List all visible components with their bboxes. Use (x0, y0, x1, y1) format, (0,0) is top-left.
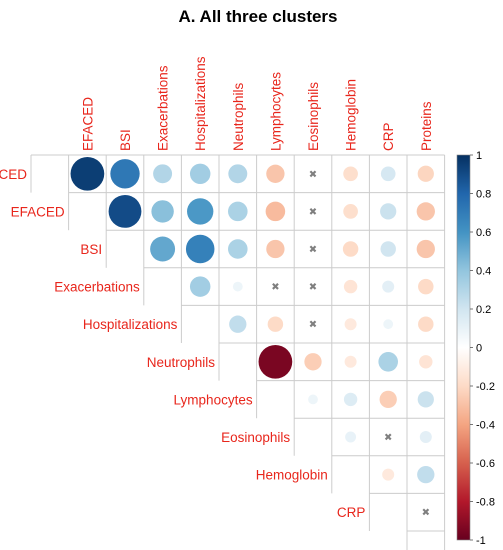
colorbar-tick-label: -0.6 (476, 458, 495, 470)
insignificant-markers: ✖ ✖ ✖ ✖ ✖ ✖ ✖ ✖ (271, 169, 430, 518)
insignificant-marker: ✖ (309, 207, 317, 218)
correlation-circle (187, 198, 214, 225)
correlation-circle (232, 281, 243, 292)
correlation-circle (228, 239, 248, 259)
row-label: Eosinophils (221, 430, 290, 445)
colorbar-tick-label: -0.8 (476, 497, 495, 509)
column-label: Neutrophils (231, 82, 246, 151)
correlation-circle (258, 344, 293, 379)
correlation-circle (417, 465, 435, 484)
correlation-circle (379, 390, 397, 409)
correlation-circles (70, 156, 435, 484)
colorbar-tick-label: 0 (476, 343, 482, 355)
correlation-circle (304, 353, 322, 371)
row-label: CRP (337, 505, 366, 520)
insignificant-marker: ✖ (271, 282, 279, 293)
correlation-circle (70, 156, 105, 191)
correlation-circle (418, 278, 434, 295)
correlation-circle (382, 280, 395, 293)
correlation-circle (229, 315, 247, 333)
row-label: BSI (80, 242, 102, 257)
colorbar-tick-label: 0.4 (476, 266, 491, 278)
correlation-circle (417, 165, 434, 182)
correlation-circle (343, 392, 358, 407)
colorbar: 1 0.8 0.6 0.4 0.2 0 -0.2 -0.4 -0.6 -0.8 -1 (456, 150, 495, 547)
correlation-circle (266, 164, 285, 183)
grid-lines (30, 154, 446, 550)
colorbar-tick-label: 0.8 (476, 189, 491, 201)
chart-title: A. All three clusters (178, 7, 337, 26)
correlation-circle (308, 394, 318, 405)
correlation-circle (343, 166, 358, 182)
correlation-circle (150, 236, 176, 262)
column-label: Proteins (419, 101, 434, 151)
correlation-circle (419, 431, 432, 443)
correlation-circle (185, 234, 215, 264)
column-label: Hospitalizations (193, 56, 208, 151)
correlation-circle (266, 239, 285, 259)
insignificant-marker: ✖ (384, 433, 392, 444)
row-label: Hemoglobin (256, 468, 328, 483)
correlation-circle (343, 204, 358, 219)
insignificant-marker: ✖ (309, 320, 317, 331)
correlation-circle (151, 200, 174, 223)
correlation-circle (343, 279, 358, 294)
correlation-circle (344, 355, 357, 368)
column-label: Eosinophils (306, 82, 321, 151)
column-label: Lymphocytes (268, 72, 283, 151)
correlation-circle (419, 355, 433, 369)
correlation-circle (380, 241, 396, 257)
correlation-circle (416, 239, 435, 259)
row-label: Exacerbations (54, 280, 140, 295)
correlation-circle (267, 316, 284, 332)
correlation-circle (342, 241, 359, 257)
correlation-circle (228, 164, 248, 184)
column-label: BSI (118, 129, 133, 151)
colorbar-bar (456, 154, 471, 541)
insignificant-marker: ✖ (309, 282, 317, 293)
correlation-circle (344, 318, 357, 331)
colorbar-tick-label: 0.2 (476, 304, 491, 316)
correlation-circle (378, 352, 398, 372)
correlation-circle (380, 166, 396, 182)
correlation-circle (228, 201, 248, 222)
correlation-circle (417, 391, 434, 408)
row-label: Hospitalizations (83, 317, 178, 332)
row-labels: FACED EFACED BSI Exacerbations Hospitalizati… (0, 167, 365, 520)
correlation-circle (383, 319, 394, 330)
insignificant-marker: ✖ (309, 169, 317, 180)
correlation-circle (110, 159, 140, 189)
column-label: EFACED (80, 97, 95, 151)
column-labels: EFACED BSI Exacerbations Hospitalizations Ne… (80, 56, 433, 151)
correlation-circle (380, 203, 397, 220)
correlation-circle (153, 164, 173, 184)
correlation-circle (418, 316, 434, 332)
colorbar-tick-label: 0.6 (476, 227, 491, 239)
correlation-circle (189, 276, 211, 297)
correlation-circle (265, 201, 286, 222)
insignificant-marker: ✖ (422, 508, 430, 519)
row-label: FACED (0, 167, 27, 182)
correlation-circle (189, 163, 211, 185)
column-label: Exacerbations (156, 65, 171, 151)
row-label: Lymphocytes (174, 392, 253, 407)
correlation-circle (108, 194, 142, 228)
row-label: Neutrophils (147, 355, 216, 370)
correlation-circle (416, 202, 435, 221)
insignificant-marker: ✖ (309, 245, 317, 256)
colorbar-tick-label: 1 (476, 150, 482, 162)
column-label: Hemoglobin (344, 79, 359, 151)
correlation-circle (382, 468, 395, 481)
correlation-circle (345, 431, 357, 443)
colorbar-tick-label: -0.2 (476, 381, 495, 393)
colorbar-tick-label: -0.4 (476, 420, 495, 432)
colorbar-tick-label: -1 (476, 535, 486, 547)
column-label: CRP (381, 122, 396, 151)
row-label: EFACED (11, 204, 65, 219)
